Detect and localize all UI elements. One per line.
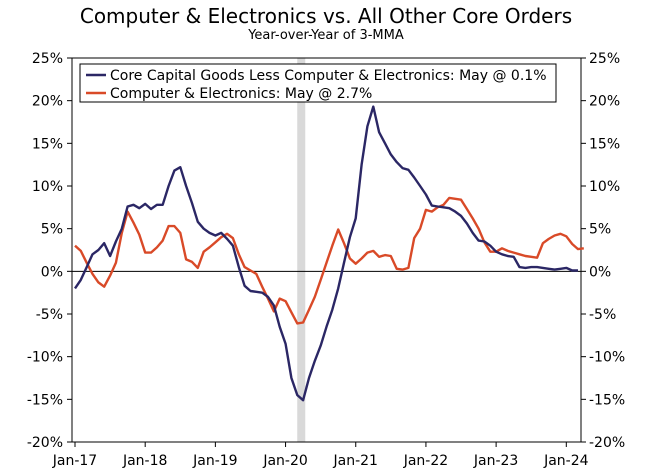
y-tick-label-right: 15% [589,136,620,152]
legend-label-2: Computer & Electronics: May @ 2.7% [110,86,372,102]
y-tick-label-left: -10% [27,350,63,366]
y-tick-label-right: -20% [589,435,625,451]
y-tick-label-right: 0% [589,264,611,280]
y-tick-label-left: 15% [32,136,63,152]
y-tick-label-right: 10% [589,179,620,195]
x-tick-label: Jan-22 [403,453,448,469]
y-tick-label-left: 25% [32,51,63,67]
legend: Core Capital Goods Less Computer & Elect… [79,63,557,103]
recession-shading [297,58,306,442]
legend-label-1: Core Capital Goods Less Computer & Elect… [110,68,547,84]
y-tick-label-left: -5% [36,307,63,323]
y-tick-label-right: 20% [589,94,620,110]
series-line-1 [74,105,578,402]
y-axis-right: 25% 20% 15% 10% 5% 0% -5% -10% -15% -20% [581,51,625,451]
legend-box [79,63,557,103]
plot-area-frame [71,57,582,443]
y-axis-left: 25% 20% 15% 10% 5% 0% -5% -10% -15% -20% [27,51,72,451]
y-tick-label-left: 10% [32,179,63,195]
x-axis: Jan-17 Jan-18 Jan-19 Jan-20 Jan-21 Jan-22 Jan-… [52,442,589,469]
x-tick-label: Jan-20 [262,453,307,469]
x-tick-label: Jan-24 [543,453,589,469]
series-lines [74,105,584,402]
x-tick-label: Jan-19 [192,453,237,469]
x-tick-label: Jan-21 [333,453,378,469]
x-tick-label: Jan-23 [473,453,518,469]
y-tick-label-left: 20% [32,94,63,110]
chart-subtitle: Year-over-Year of 3-MMA [248,28,404,43]
series-line-2 [74,196,584,325]
y-tick-label-left: -20% [27,435,63,451]
y-tick-label-left: -15% [27,392,63,408]
chart-title: Computer & Electronics vs. All Other Cor… [79,4,573,28]
x-tick-label: Jan-17 [52,453,97,469]
y-tick-label-left: 0% [41,264,63,280]
y-tick-label-right: -5% [589,307,616,323]
y-tick-label-right: 5% [589,222,611,238]
y-tick-label-right: -10% [589,350,625,366]
x-tick-label: Jan-18 [122,453,167,469]
y-tick-label-left: 5% [41,222,63,238]
y-tick-label-right: -15% [589,392,625,408]
y-tick-label-right: 25% [589,51,620,67]
